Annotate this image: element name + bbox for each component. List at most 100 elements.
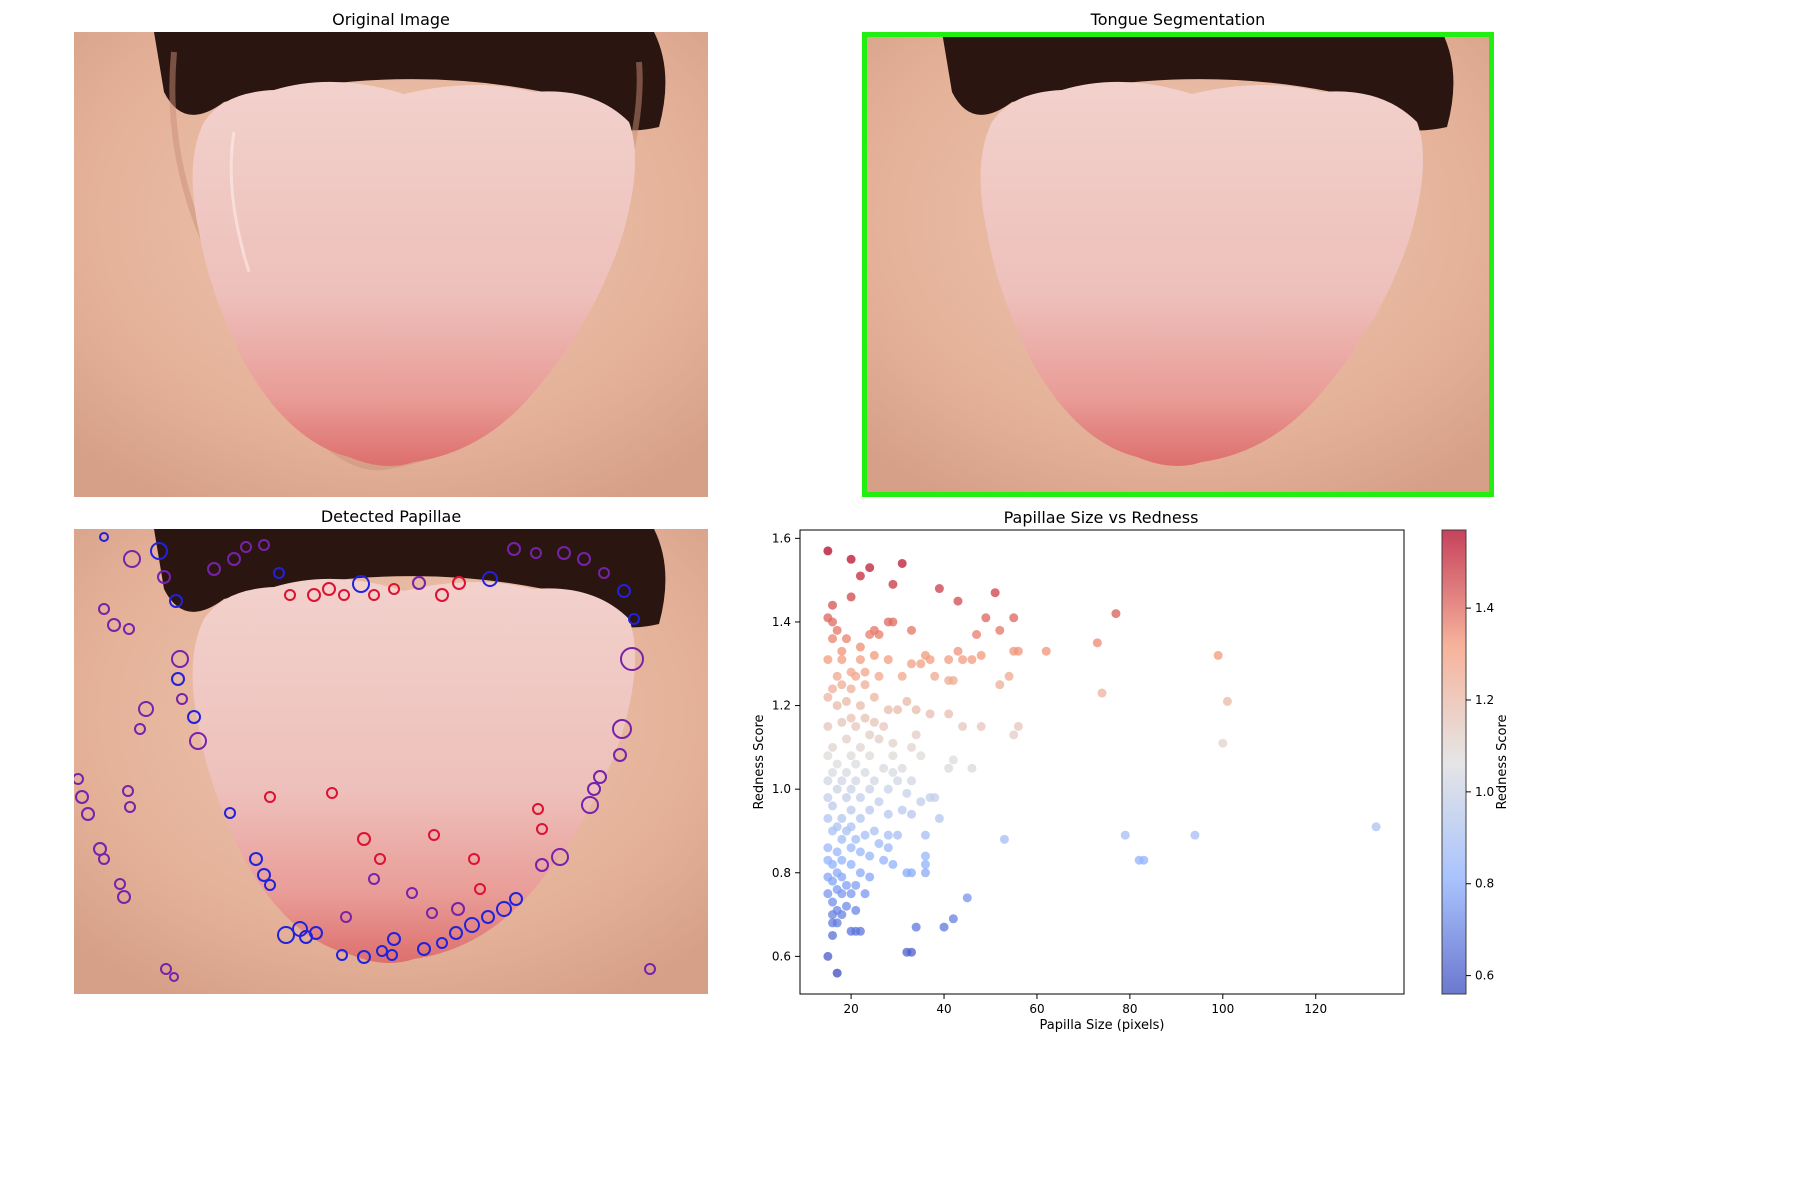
scatter-point	[846, 713, 856, 723]
scatter-point	[828, 826, 838, 836]
scatter-point	[837, 776, 847, 786]
scatter-point	[841, 734, 851, 744]
papilla-marker	[368, 873, 380, 885]
scatter-point	[869, 826, 879, 836]
scatter-point	[823, 776, 833, 786]
scatter-point	[893, 705, 903, 715]
scatter-point	[883, 843, 893, 853]
x-tick-label: 40	[936, 1002, 951, 1016]
scatter-point	[883, 830, 893, 840]
scatter-point	[874, 839, 884, 849]
scatter-point	[823, 793, 833, 803]
scatter-point	[934, 584, 944, 594]
scatter-point	[962, 893, 972, 903]
scatter-point	[874, 797, 884, 807]
colorbar-tick-label: 0.8	[1475, 877, 1494, 891]
scatter-point	[865, 784, 875, 794]
scatter-point	[920, 859, 930, 869]
scatter-point	[865, 751, 875, 761]
y-axis-ticks: 0.6 0.8 1.0 1.2 1.4 1.6	[772, 531, 800, 963]
scatter-point	[869, 776, 879, 786]
scatter-point	[897, 671, 907, 681]
scatter-point	[855, 868, 865, 878]
original-image-title: Original Image	[332, 10, 450, 29]
scatter-point	[823, 813, 833, 823]
papilla-marker	[376, 945, 388, 957]
papilla-marker	[509, 892, 523, 906]
papilla-marker	[122, 785, 134, 797]
scatter-point	[837, 680, 847, 690]
scatter-point	[832, 784, 842, 794]
scatter-point	[907, 868, 917, 878]
tongue-photo-papillae	[74, 529, 708, 994]
papilla-marker	[338, 589, 350, 601]
scatter-point	[934, 813, 944, 823]
papilla-marker	[169, 594, 183, 608]
scatter-point	[837, 834, 847, 844]
y-tick-label: 1.6	[772, 531, 791, 545]
scatter-point	[832, 968, 842, 978]
papilla-marker	[644, 963, 656, 975]
scatter-point	[846, 684, 856, 694]
papilla-marker	[496, 901, 512, 917]
scatter-point	[841, 793, 851, 803]
scatter-point	[1190, 830, 1200, 840]
papilla-marker	[481, 910, 495, 924]
scatter-point	[1041, 646, 1051, 656]
papilla-marker	[336, 949, 348, 961]
scatter-point	[841, 901, 851, 911]
papilla-marker	[449, 926, 463, 940]
scatter-point	[823, 546, 833, 556]
scatter-point	[1111, 609, 1121, 619]
scatter-point	[823, 655, 833, 665]
scatter-point	[851, 671, 861, 681]
papilla-marker	[277, 926, 295, 944]
scatter-point	[1009, 730, 1019, 740]
scatter-point	[865, 630, 875, 640]
scatter-point	[851, 759, 861, 769]
scatter-point	[1009, 613, 1019, 623]
papilla-marker	[536, 823, 548, 835]
papilla-marker	[532, 803, 544, 815]
papilla-marker	[426, 907, 438, 919]
segmentation-bounding-box	[862, 32, 1494, 497]
scatter-point	[841, 634, 851, 644]
scatter-point	[851, 721, 861, 731]
scatter-point	[1013, 646, 1023, 656]
papilla-marker	[507, 542, 521, 556]
scatter-point	[1097, 688, 1107, 698]
scatter-point	[972, 630, 982, 640]
scatter-point	[832, 671, 842, 681]
papilla-marker	[98, 853, 110, 865]
papilla-marker	[307, 588, 321, 602]
scatter-point	[841, 826, 851, 836]
segmentation-image	[862, 32, 1494, 497]
papilla-marker	[98, 603, 110, 615]
papilla-marker	[292, 921, 308, 937]
scatter-point	[1004, 671, 1014, 681]
scatter-point	[944, 763, 954, 773]
scatter-point	[860, 889, 870, 899]
scatter-point	[981, 613, 991, 623]
scatter-point	[1222, 696, 1232, 706]
scatter-point	[837, 855, 847, 865]
scatter-point	[1013, 721, 1023, 731]
papilla-marker	[207, 562, 221, 576]
papilla-marker	[613, 748, 627, 762]
scatter-point	[865, 730, 875, 740]
scatter-point	[907, 809, 917, 819]
tongue-photo-segmented	[862, 32, 1494, 497]
scatter-point	[911, 922, 921, 932]
scatter-point	[846, 843, 856, 853]
scatter-point	[888, 617, 898, 627]
scatter-point	[837, 813, 847, 823]
papilla-marker	[150, 542, 168, 560]
papilla-marker	[123, 550, 141, 568]
scatter-point	[883, 705, 893, 715]
scatter-point	[846, 554, 856, 564]
scatter-point	[846, 751, 856, 761]
papilla-marker	[357, 832, 371, 846]
scatter-point	[874, 630, 884, 640]
scatter-point	[860, 767, 870, 777]
scatter-point	[930, 793, 940, 803]
